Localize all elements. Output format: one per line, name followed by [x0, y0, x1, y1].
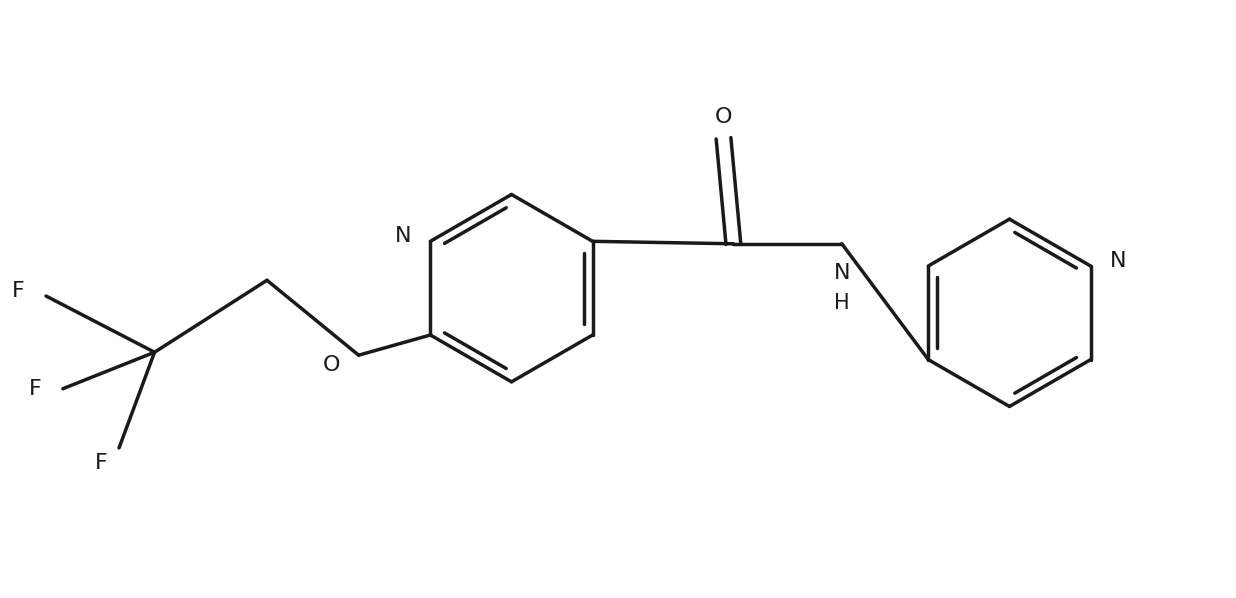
- Text: N: N: [833, 263, 850, 283]
- Text: O: O: [323, 355, 340, 375]
- Text: F: F: [94, 453, 108, 472]
- Text: F: F: [28, 379, 41, 399]
- Text: N: N: [394, 227, 412, 246]
- Text: H: H: [834, 293, 849, 313]
- Text: N: N: [1110, 251, 1126, 271]
- Text: O: O: [714, 106, 732, 127]
- Text: F: F: [11, 281, 25, 301]
